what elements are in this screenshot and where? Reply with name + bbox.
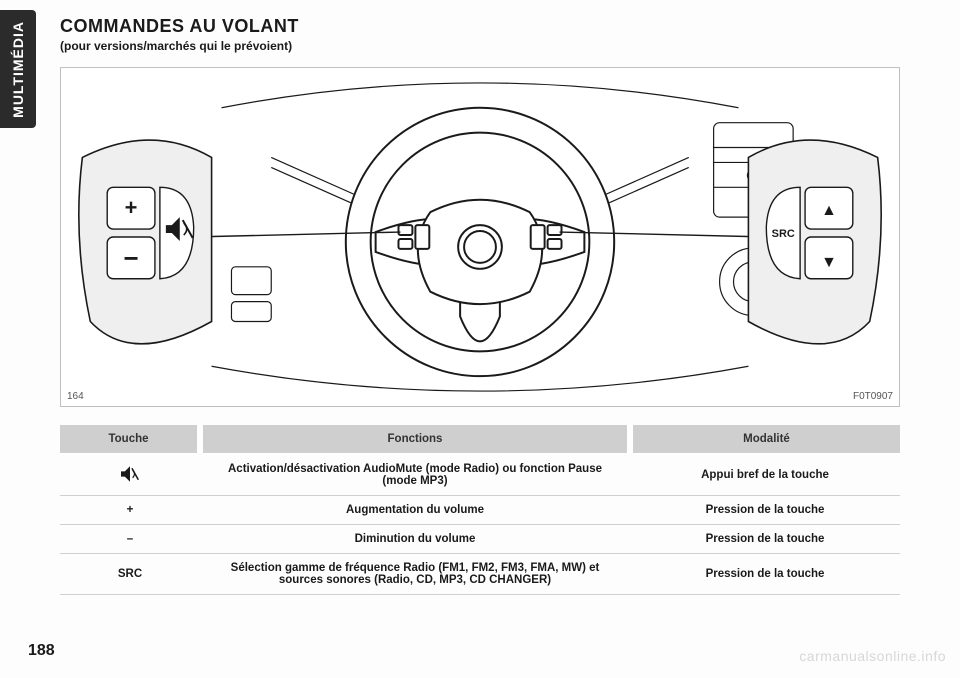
page-content: COMMANDES AU VOLANT (pour versions/march… xyxy=(60,16,920,595)
watermark: carmanualsonline.info xyxy=(799,648,946,664)
plus-button-label: + xyxy=(125,195,138,220)
right-control-pod: ▲ ▼ SRC xyxy=(748,140,881,344)
table-header-modalite: Modalité xyxy=(630,425,900,454)
cell-touche: – xyxy=(60,525,200,554)
controls-table: Touche Fonctions Modalité Activation/dés… xyxy=(60,425,900,595)
cell-fonctions: Diminution du volume xyxy=(200,525,630,554)
mute-icon xyxy=(121,466,139,482)
table-row: SRC Sélection gamme de fréquence Radio (… xyxy=(60,554,900,595)
figure-number: 164 xyxy=(67,391,84,402)
page-subtitle: (pour versions/marchés qui le prévoient) xyxy=(60,39,920,53)
up-button-label: ▲ xyxy=(821,202,837,219)
page-number: 188 xyxy=(28,642,55,660)
page-title: COMMANDES AU VOLANT xyxy=(60,16,920,37)
left-control-pod: + − xyxy=(79,140,212,344)
table-header-touche: Touche xyxy=(60,425,200,454)
cell-modalite: Pression de la touche xyxy=(630,525,900,554)
cell-fonctions: Activation/désactivation AudioMute (mode… xyxy=(200,454,630,496)
figure-steering-wheel: + − ▲ xyxy=(60,67,900,407)
section-tab-label: MULTIMÉDIA xyxy=(10,21,26,118)
src-button-label: SRC xyxy=(772,228,795,240)
cell-fonctions: Augmentation du volume xyxy=(200,496,630,525)
minus-button-label: − xyxy=(124,245,139,273)
cell-touche xyxy=(60,454,200,496)
down-button-label: ▼ xyxy=(821,254,837,271)
figure-code: F0T0907 xyxy=(853,391,893,402)
steering-wheel-illustration: + − ▲ xyxy=(61,68,899,406)
cell-touche: + xyxy=(60,496,200,525)
cell-fonctions: Sélection gamme de fréquence Radio (FM1,… xyxy=(200,554,630,595)
cell-modalite: Pression de la touche xyxy=(630,554,900,595)
section-tab: MULTIMÉDIA xyxy=(0,10,36,128)
cell-touche: SRC xyxy=(60,554,200,595)
table-row: Activation/désactivation AudioMute (mode… xyxy=(60,454,900,496)
table-row: + Augmentation du volume Pression de la … xyxy=(60,496,900,525)
cell-modalite: Appui bref de la touche xyxy=(630,454,900,496)
table-header-fonctions: Fonctions xyxy=(200,425,630,454)
cell-modalite: Pression de la touche xyxy=(630,496,900,525)
table-row: – Diminution du volume Pression de la to… xyxy=(60,525,900,554)
